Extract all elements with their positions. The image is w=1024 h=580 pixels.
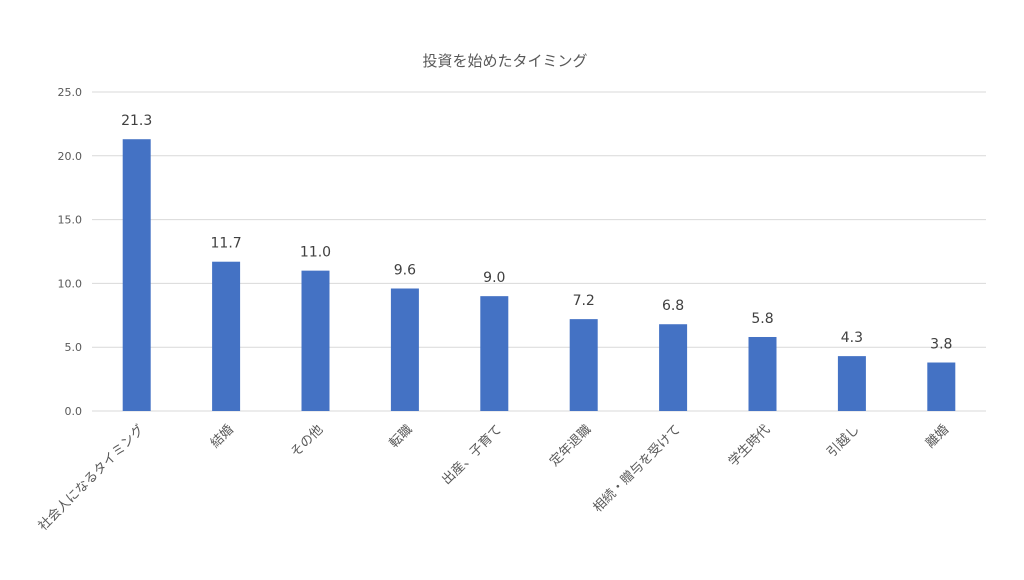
x-tick-label: 転職 bbox=[387, 422, 416, 451]
x-tick-label: その他 bbox=[288, 422, 326, 460]
x-tick-label: 社会人になるタイミング bbox=[35, 422, 147, 534]
data-label: 11.0 bbox=[300, 245, 331, 261]
x-tick-label: 相続・贈与を受けて bbox=[590, 422, 684, 516]
bar bbox=[212, 261, 241, 411]
bar bbox=[659, 324, 688, 411]
y-tick-label: 20.0 bbox=[58, 150, 83, 163]
data-label: 9.0 bbox=[483, 270, 505, 286]
data-label: 7.2 bbox=[573, 293, 595, 309]
y-tick-label: 5.0 bbox=[65, 341, 83, 354]
y-axis-tick-labels: 0.0 5.0 10.0 15.0 20.0 25.0 bbox=[58, 86, 83, 418]
data-label: 5.8 bbox=[751, 311, 773, 327]
x-tick-label: 結婚 bbox=[208, 422, 237, 451]
x-tick-label: 離婚 bbox=[923, 422, 952, 451]
data-label: 3.8 bbox=[930, 337, 952, 353]
data-labels: 21.3 11.7 11.0 9.6 9.0 7.2 6.8 5.8 4.3 3.8 bbox=[121, 113, 952, 352]
x-tick-label: 学生時代 bbox=[725, 422, 773, 470]
data-label: 6.8 bbox=[662, 298, 684, 314]
bar bbox=[480, 296, 509, 411]
data-label: 4.3 bbox=[841, 330, 863, 346]
y-tick-label: 10.0 bbox=[58, 277, 83, 290]
chart-title: 投資を始めたタイミング bbox=[422, 52, 587, 70]
bar bbox=[927, 362, 956, 411]
bar bbox=[390, 288, 419, 411]
bar bbox=[301, 270, 330, 411]
gridlines bbox=[92, 91, 986, 412]
x-tick-label: 定年退職 bbox=[547, 422, 594, 469]
y-tick-label: 0.0 bbox=[65, 405, 83, 418]
data-label: 11.7 bbox=[211, 236, 242, 252]
bar bbox=[569, 319, 598, 411]
x-tick-label: 出産、子育て bbox=[439, 422, 505, 488]
y-tick-label: 15.0 bbox=[58, 214, 83, 227]
x-tick-label: 引越し bbox=[825, 422, 863, 460]
bar bbox=[748, 336, 777, 411]
data-label: 21.3 bbox=[121, 113, 152, 129]
bars bbox=[122, 139, 956, 411]
y-tick-label: 25.0 bbox=[58, 86, 83, 99]
bar bbox=[837, 356, 866, 411]
data-label: 9.6 bbox=[394, 263, 416, 279]
bar bbox=[122, 139, 151, 411]
